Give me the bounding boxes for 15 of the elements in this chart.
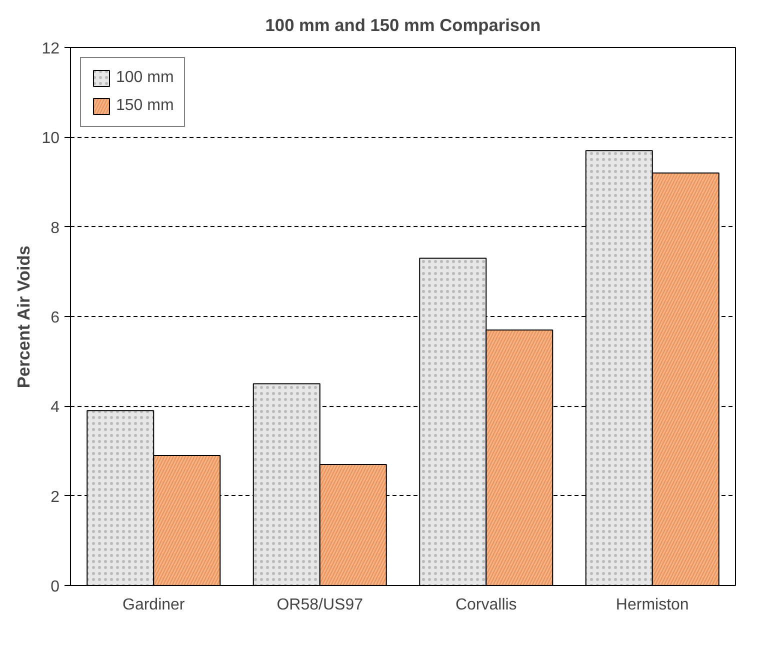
y-tick-label: 0 [50,578,60,596]
y-tick-label: 8 [50,220,60,237]
x-tick-label: Gardiner [122,596,186,614]
y-tick-label: 6 [50,310,60,326]
legend-label: 150 mm [116,97,174,115]
x-tick-label: Corvallis [455,596,517,614]
y-tick-label: 2 [50,488,60,506]
x-tick-label: OR58/US97 [276,596,364,614]
y-axis-title: Percent Air Voids [14,246,34,388]
x-tick-label: Hermiston [616,596,689,614]
chart-title: 100 mm and 150 mm Comparison [265,15,541,35]
y-tick-label: 4 [50,399,60,416]
legend-label: 100 mm [116,69,174,87]
y-tick-label: 10 [42,130,60,148]
y-tick-label: 12 [42,40,60,58]
